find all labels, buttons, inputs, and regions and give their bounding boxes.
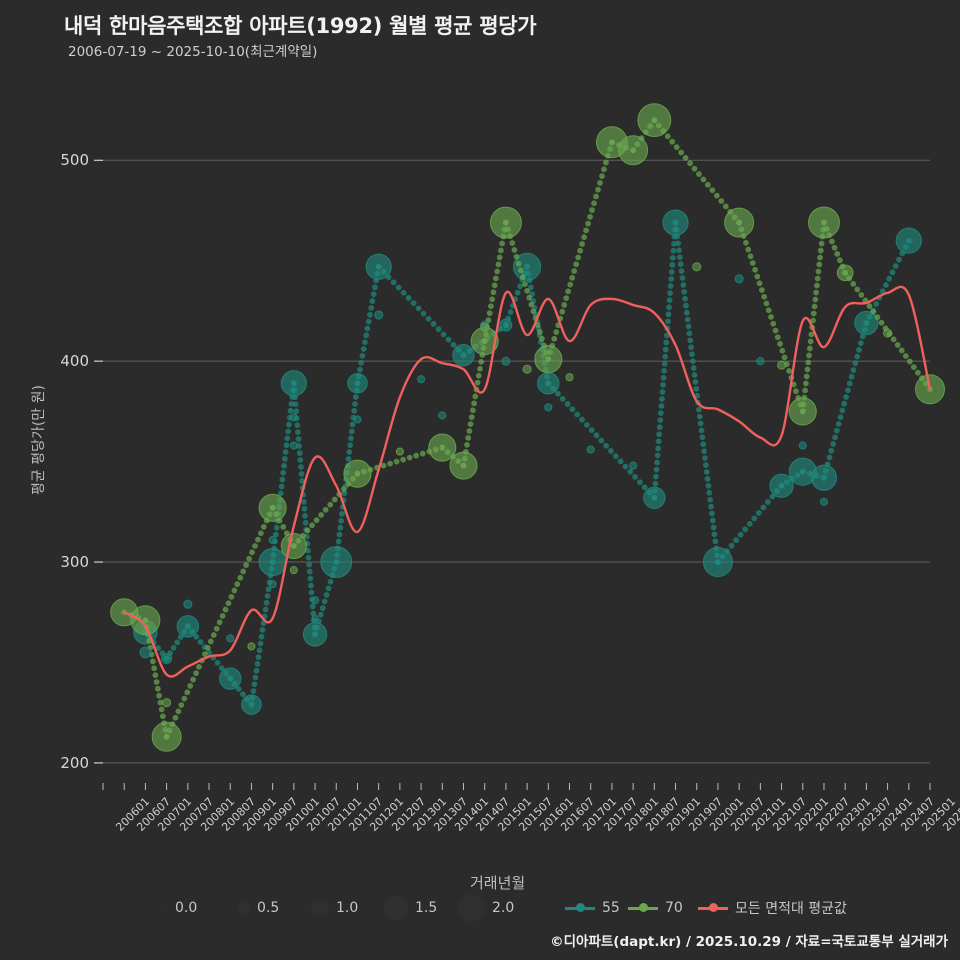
y-tick-label: 400: [60, 352, 89, 371]
series-55: [133, 209, 922, 715]
legend-swatch-icon: [698, 903, 728, 912]
legend-series-label: 70: [665, 900, 683, 916]
legend-size-label: 2.0: [492, 900, 515, 916]
legend-size-item: 1.0: [311, 893, 358, 923]
legend-series-55[interactable]: 55: [565, 893, 620, 923]
footer-credit: ©디아파트(dapt.kr) / 2025.10.29 / 자료=국토교통부 실…: [550, 934, 948, 950]
scatter-cloud: [139, 262, 893, 708]
legend-series-모든 면적대 평균값[interactable]: 모든 면적대 평균값: [698, 893, 847, 923]
size-bubble-icon: [165, 906, 168, 910]
legend-swatch-icon: [628, 903, 658, 912]
legend-size-item: 1.5: [384, 893, 437, 923]
legend-size-item: 0.0: [165, 893, 197, 923]
x-axis-label: 거래년월: [470, 874, 526, 892]
series-average-line: [123, 285, 932, 678]
legend-size-label: 1.5: [415, 900, 438, 916]
legend-size-item: 0.5: [238, 893, 279, 923]
series-70: [110, 103, 945, 752]
legend-size-label: 1.0: [336, 900, 359, 916]
legend-series-70[interactable]: 70: [628, 893, 683, 923]
size-bubble-icon: [238, 902, 250, 914]
y-tick-label: 300: [60, 553, 89, 572]
legend-series-label: 55: [602, 900, 620, 916]
y-tick-label: 500: [60, 151, 89, 170]
size-bubble-icon: [384, 896, 408, 920]
chart-legend: 0.0 0.5 1.0 1.5 2.0 55 70 모든 면적대 평균값: [0, 893, 960, 923]
legend-size-item: 2.0: [457, 893, 514, 923]
size-bubble-icon: [457, 894, 485, 922]
page-title: 내덕 한마음주택조합 아파트(1992) 월별 평균 평당가: [64, 14, 537, 38]
y-tick-label: 200: [60, 753, 89, 772]
legend-size-label: 0.5: [257, 900, 280, 916]
legend-size-label: 0.0: [175, 900, 198, 916]
legend-series-label: 모든 면적대 평균값: [735, 901, 847, 917]
chart-subtitle: 2006-07-19 ~ 2025-10-10(최근계약일): [68, 44, 318, 60]
size-bubble-icon: [311, 899, 329, 917]
legend-swatch-icon: [565, 903, 595, 912]
